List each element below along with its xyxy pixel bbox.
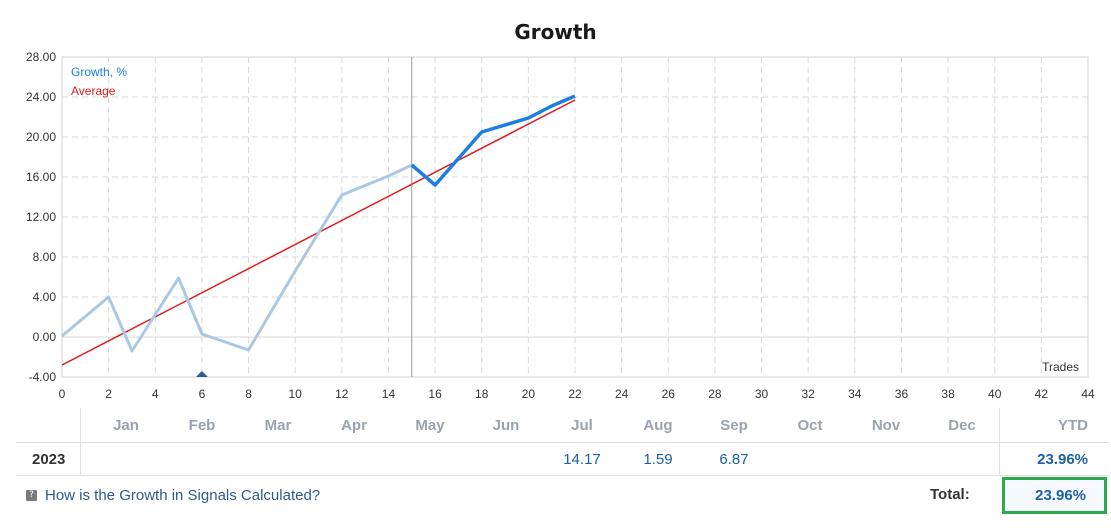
x-tick-label: 32	[802, 387, 816, 400]
growth-line-past	[61, 163, 413, 353]
month-value-dec	[924, 443, 1000, 475]
total-label: Total:	[930, 486, 970, 503]
y-tick-label: 12.00	[26, 210, 56, 224]
month-header-mar: Mar	[264, 416, 292, 434]
month-value-jul: 14.17	[563, 450, 601, 468]
x-tick-label: 22	[568, 387, 582, 400]
legend-average: Average	[71, 84, 116, 98]
growth-line-current	[410, 94, 576, 187]
y-tick-label: 28.00	[26, 50, 56, 64]
y-tick-label: 0.00	[33, 330, 57, 344]
series-layer	[61, 94, 576, 377]
month-value-aug: 1.59	[643, 450, 673, 468]
legend-growth: Growth, %	[71, 65, 127, 79]
ytd-header: YTD	[1058, 416, 1088, 434]
total-value-box: 23.96%	[1002, 477, 1107, 514]
x-tick-label: 16	[428, 387, 442, 400]
month-value-apr	[316, 443, 392, 475]
x-axis-label: Trades	[1042, 360, 1079, 374]
help-link-text: How is the Growth in Signals Calculated?	[45, 486, 321, 504]
table-column-separator	[999, 408, 1000, 476]
x-tick-label: 20	[522, 387, 536, 400]
x-tick-label: 8	[245, 387, 252, 400]
month-value-feb	[164, 443, 240, 475]
y-tick-labels: 28.00 24.00 20.00 16.00 12.00 8.00 4.00 0.00 -4.…	[26, 50, 56, 384]
x-tick-label: 12	[335, 387, 349, 400]
x-tick-label: 6	[199, 387, 206, 400]
help-icon: ?	[26, 489, 37, 501]
x-tick-label: 18	[475, 387, 489, 400]
x-tick-label: 10	[289, 387, 303, 400]
x-tick-label: 36	[895, 387, 909, 400]
month-header-feb: Feb	[188, 416, 216, 434]
ytd-value: 23.96%	[1037, 450, 1088, 468]
month-value-oct	[772, 443, 848, 475]
deposit-marker-icon	[195, 371, 208, 377]
x-tick-label: 34	[848, 387, 862, 400]
x-tick-label: 44	[1081, 387, 1095, 400]
x-tick-label: 14	[382, 387, 396, 400]
x-tick-label: 0	[59, 387, 66, 400]
month-value-nov	[848, 443, 924, 475]
year-label: 2023	[32, 450, 66, 468]
month-value-may	[392, 443, 468, 475]
month-header-sep: Sep	[720, 416, 748, 434]
x-tick-label: 26	[662, 387, 676, 400]
month-header-apr: Apr	[341, 416, 367, 434]
month-value-jun	[468, 443, 544, 475]
x-tick-label: 2	[105, 387, 112, 400]
y-tick-label: -4.00	[29, 370, 57, 384]
month-header-jan: Jan	[113, 416, 139, 434]
month-value-sep: 6.87	[719, 450, 749, 468]
y-tick-label: 20.00	[26, 130, 56, 144]
month-header-jun: Jun	[492, 416, 520, 434]
y-tick-label: 16.00	[26, 170, 56, 184]
month-header-dec: Dec	[948, 416, 976, 434]
x-tick-label: 42	[1035, 387, 1049, 400]
months-header-row: Jan Feb Mar Apr May Jun Jul Aug Sep Oct Nov Dec YTD	[16, 408, 1108, 442]
growth-calculation-help-link[interactable]: ? How is the Growth in Signals Calculate…	[26, 485, 320, 505]
month-value-jan	[88, 443, 164, 475]
total-value: 23.96%	[1035, 487, 1086, 504]
month-header-nov: Nov	[871, 416, 901, 434]
x-tick-label: 40	[988, 387, 1002, 400]
y-tick-label: 8.00	[33, 250, 57, 264]
x-tick-label: 30	[755, 387, 769, 400]
x-tick-label: 28	[708, 387, 722, 400]
chart-title: Growth	[514, 20, 597, 44]
x-tick-label: 38	[941, 387, 955, 400]
month-header-aug: Aug	[643, 416, 673, 434]
x-tick-label: 24	[615, 387, 629, 400]
table-column-separator	[80, 408, 81, 476]
month-header-may: May	[415, 416, 445, 434]
month-header-oct: Oct	[797, 416, 823, 434]
year-row: 2023 14.17 1.59 6.87 23.96%	[16, 442, 1108, 476]
y-tick-label: 4.00	[33, 290, 57, 304]
growth-chart: 28.00 24.00 20.00 16.00 12.00 8.00 4.00 0.00 -4.…	[26, 50, 1095, 400]
x-tick-labels: 0 2 4 6 8 10 12 14 16 18 20 22 24 26 28 30 32 34 36 38 40 42 4…	[59, 387, 1095, 400]
grid-layer	[61, 56, 1089, 378]
month-header-jul: Jul	[571, 416, 593, 434]
y-tick-label: 24.00	[26, 90, 56, 104]
x-tick-label: 4	[152, 387, 159, 400]
month-value-mar	[240, 443, 316, 475]
